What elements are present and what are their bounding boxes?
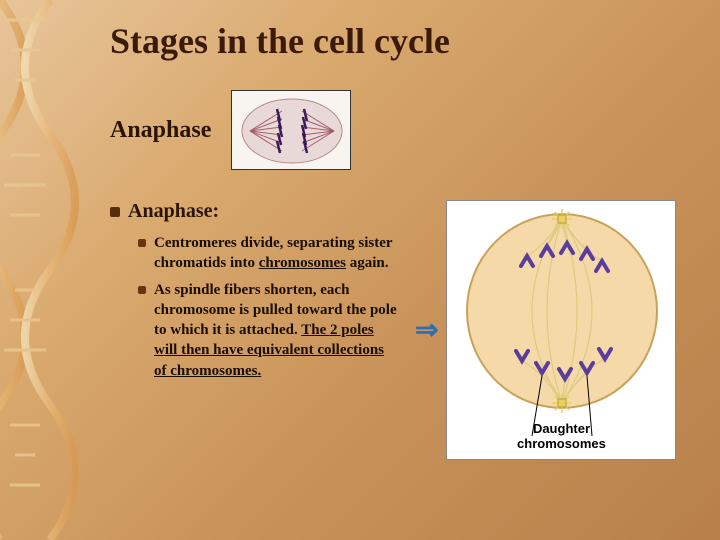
sub-bullet-icon — [138, 286, 146, 294]
text-column: Anaphase: Centromeres divide, separating… — [110, 200, 400, 387]
sub-list: Centromeres divide, separating sister ch… — [110, 233, 400, 381]
slide-title: Stages in the cell cycle — [110, 20, 690, 62]
subtitle: Anaphase — [110, 117, 211, 144]
list-item: Centromeres divide, separating sister ch… — [138, 233, 400, 274]
diagram-label: Daughterchromosomes — [517, 421, 606, 451]
content-row: Anaphase: Centromeres divide, separating… — [110, 200, 690, 460]
cell-diagram: Daughterchromosomes — [446, 200, 676, 460]
arrow-icon: ⇒ — [415, 313, 438, 347]
slide-content: Stages in the cell cycle Anaphase — [0, 0, 720, 540]
subtitle-row: Anaphase — [110, 90, 690, 170]
list-item-text: Centromeres divide, separating sister ch… — [154, 233, 400, 274]
list-heading-text: Anaphase: — [128, 200, 219, 223]
diagram-column: ⇒ Daughterchromosomes — [415, 200, 690, 460]
bullet-icon — [110, 207, 120, 217]
sub-bullet-icon — [138, 239, 146, 247]
list-item: As spindle fibers shorten, each chromoso… — [138, 280, 400, 381]
list-heading: Anaphase: — [110, 200, 400, 223]
list-item-text: As spindle fibers shorten, each chromoso… — [154, 280, 400, 381]
microscopy-image — [231, 90, 351, 170]
